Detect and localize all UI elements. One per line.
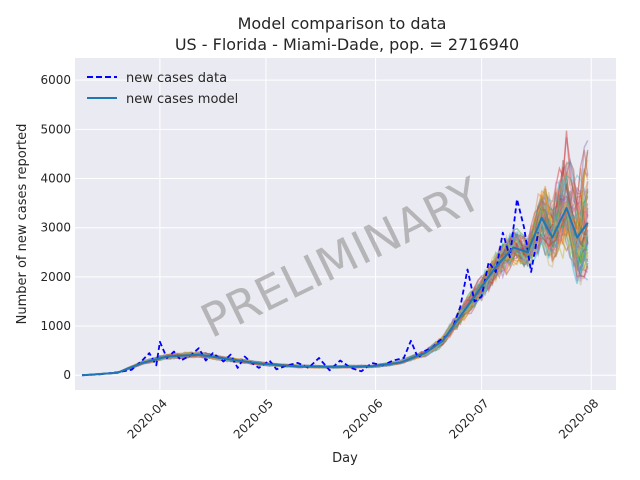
grid bbox=[75, 58, 616, 390]
y-tick-label: 3000 bbox=[40, 221, 71, 235]
y-tick-label: 2000 bbox=[40, 270, 71, 284]
x-axis-label: Day bbox=[332, 451, 358, 466]
chart-title: Model comparison to data bbox=[238, 14, 447, 33]
plot-area bbox=[75, 58, 616, 390]
legend-label-data: new cases data bbox=[126, 71, 227, 86]
series-line-data bbox=[82, 198, 540, 377]
series-group bbox=[82, 198, 589, 377]
y-tick-label: 0 bbox=[63, 368, 71, 382]
y-tick-label: 5000 bbox=[40, 122, 71, 136]
legend-label-model: new cases model bbox=[126, 92, 238, 107]
chart-subtitle: US - Florida - Miami-Dade, pop. = 271694… bbox=[175, 35, 519, 54]
legend: new cases data new cases model bbox=[87, 71, 238, 107]
y-tick-labels: 0 1000 2000 3000 4000 5000 6000 bbox=[40, 73, 71, 382]
y-axis-label: Number of new cases reported bbox=[15, 124, 30, 325]
y-tick-label: 1000 bbox=[40, 319, 71, 333]
y-tick-label: 4000 bbox=[40, 172, 71, 186]
series-line-model bbox=[82, 207, 589, 377]
y-tick-label: 6000 bbox=[40, 73, 71, 87]
